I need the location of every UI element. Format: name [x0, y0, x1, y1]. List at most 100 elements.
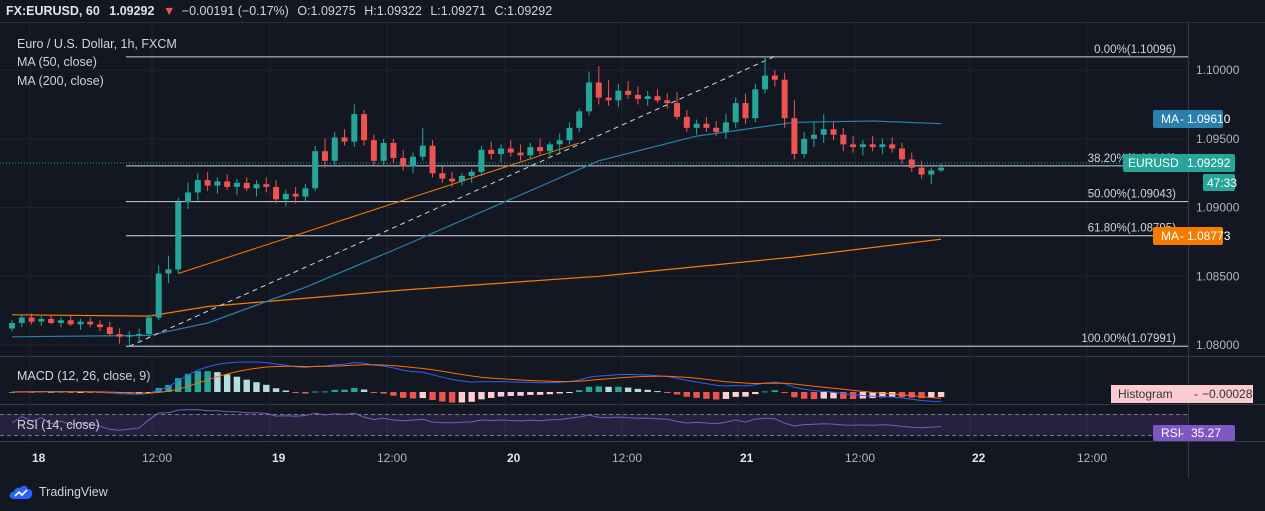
candle-body	[654, 96, 661, 101]
ma-slow-tag: MA - 1.08773	[1153, 227, 1231, 245]
macd-histogram-bar	[605, 386, 612, 392]
candle-body	[243, 182, 250, 189]
macd-histogram-bar	[351, 387, 358, 392]
candle-body	[48, 318, 55, 324]
candle-body	[722, 122, 729, 132]
candle-body	[625, 90, 632, 95]
macd-legend[interactable]: MACD (12, 26, close, 9)	[17, 369, 150, 383]
candle-body	[409, 156, 416, 167]
time-axis[interactable]: 18 12:00 19 12:00 20 12:00 21 12:00 22 12:00	[32, 451, 1107, 465]
macd-histogram-bar	[67, 392, 74, 393]
macd-histogram-bar	[448, 392, 456, 403]
candle-body	[791, 118, 798, 154]
macd-histogram-bar	[253, 382, 260, 392]
ma-fast-tag-label: MA	[1161, 112, 1179, 126]
candle-body	[468, 171, 475, 176]
macd-histogram-bar	[849, 392, 857, 399]
candle-body	[586, 82, 593, 112]
chart-canvas[interactable]: 0.00%(1.10096)38.20%(1.09303)50.00%(1.09…	[0, 0, 1265, 478]
low-label: L:	[430, 4, 441, 18]
macd-histogram-bar	[556, 392, 563, 394]
rsi-tag-bg	[1153, 425, 1235, 441]
candle-body	[830, 129, 837, 135]
symbol-tag-value: 1.09292	[1187, 156, 1231, 170]
macd-histogram-bar	[370, 392, 378, 393]
candle-body	[908, 159, 915, 168]
candle-body	[77, 321, 84, 325]
candle-body	[683, 116, 690, 128]
macd-histogram-bar	[175, 378, 182, 392]
candle-body	[879, 144, 886, 148]
candle-body	[282, 193, 289, 200]
trend-line	[178, 142, 580, 275]
fib-level-label: 50.00%(1.09043)	[1088, 189, 1176, 201]
price-axis[interactable]: 1.10000 1.09500 1.09000 1.08500 1.08000	[1196, 63, 1240, 352]
candle-body	[810, 134, 817, 139]
macd-histogram-bar	[478, 392, 485, 400]
candle-body	[869, 144, 876, 148]
candle-body	[713, 127, 720, 132]
close-label: C:	[494, 4, 507, 18]
candle-body	[556, 140, 563, 145]
ma50-legend[interactable]: MA (50, close)	[17, 55, 97, 69]
price-tick: 1.10000	[1196, 63, 1240, 77]
macd-histogram-bar	[908, 392, 915, 398]
candle-body	[820, 129, 827, 135]
macd-pane[interactable]	[8, 361, 945, 403]
macd-histogram-bar	[468, 392, 475, 402]
tradingview-logo[interactable]: TradingView	[8, 481, 108, 503]
price-tick: 1.09000	[1196, 201, 1240, 215]
time-tick: 12:00	[1077, 451, 1107, 465]
macd-histogram-bar	[634, 388, 642, 392]
last-price: 1.09292	[109, 4, 155, 18]
macd-histogram-bar	[742, 392, 749, 397]
macd-histogram-bar	[918, 392, 925, 399]
fib-level-label: 100.00%(1.07991)	[1081, 333, 1176, 345]
macd-histogram-bar	[683, 392, 691, 397]
macd-histogram-bar	[311, 391, 319, 393]
macd-histogram-bar	[889, 392, 896, 397]
macd-histogram-bar	[771, 390, 779, 392]
macd-histogram-bar	[879, 392, 886, 398]
fib-level-label: 0.00%(1.10096)	[1094, 44, 1176, 56]
rsi-pane[interactable]	[11, 409, 942, 431]
candle-body	[693, 123, 700, 128]
macd-histogram-bar	[507, 392, 514, 396]
macd-histogram-bar	[869, 392, 876, 399]
rsi-band	[0, 414, 1188, 435]
candle-body	[145, 317, 152, 335]
ma-fast-tag-bg	[1153, 110, 1223, 128]
ma200-legend[interactable]: MA (200, close)	[17, 74, 104, 88]
candle-body	[898, 148, 905, 160]
histogram-value-bg	[1189, 385, 1253, 403]
ma-slow-tag-value: 1.08773	[1187, 229, 1231, 243]
histogram-tag-label: Histogram	[1118, 387, 1173, 401]
candle-body	[429, 145, 436, 174]
macd-histogram-bar	[214, 372, 221, 392]
ma50-line	[11, 120, 942, 338]
candle-body	[106, 327, 113, 335]
candle-body	[458, 175, 465, 182]
rsi-line	[11, 409, 942, 431]
candle-body	[850, 144, 857, 148]
macd-histogram-bar	[87, 392, 94, 393]
price-change: −0.00191 (−0.17%)	[181, 4, 289, 18]
countdown-bg	[1203, 174, 1235, 191]
macd-histogram-bar	[321, 391, 329, 393]
candle-body	[517, 152, 524, 156]
symbol-label[interactable]: FX:EURUSD, 60	[6, 4, 100, 18]
macd-histogram-bar	[331, 389, 338, 392]
candles	[9, 56, 945, 347]
candle-body	[859, 144, 866, 148]
macd-histogram-bar	[360, 389, 368, 392]
macd-histogram-bar	[830, 392, 837, 399]
candle-body	[566, 127, 573, 141]
chart-title: Euro / U.S. Dollar, 1h, FXCM	[17, 37, 177, 51]
candle-body	[771, 75, 778, 80]
candle-body	[116, 334, 123, 337]
tradingview-cloud-icon	[9, 485, 33, 499]
macd-histogram-bar	[624, 387, 632, 392]
macd-histogram-bar	[615, 386, 622, 392]
macd-histogram-bar	[282, 390, 290, 392]
rsi-legend[interactable]: RSI (14, close)	[17, 418, 100, 432]
